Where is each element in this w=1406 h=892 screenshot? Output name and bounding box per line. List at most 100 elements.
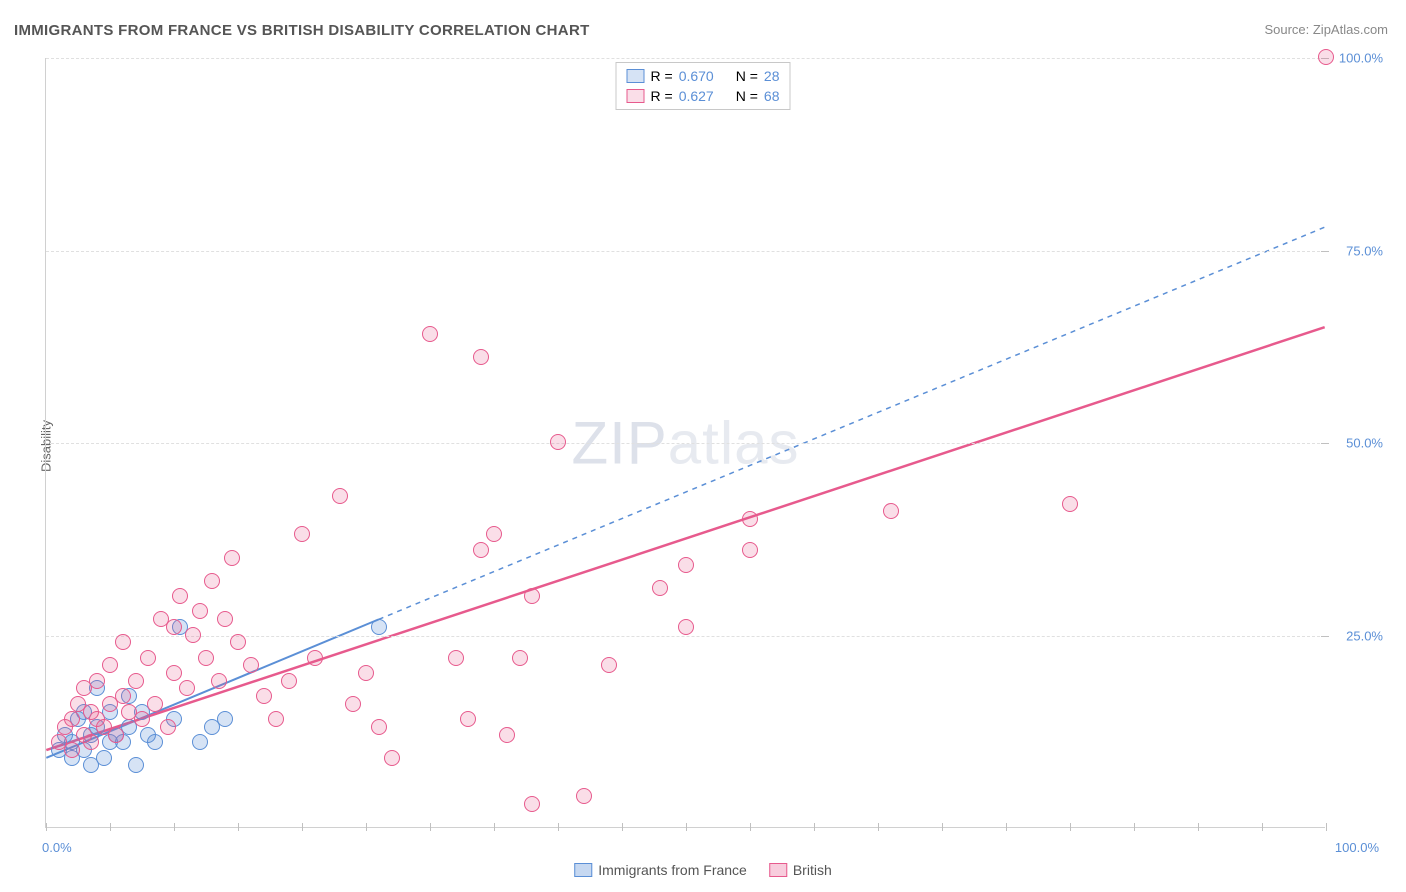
data-point [742,542,758,558]
x-tick-mark [622,823,623,831]
legend-label-france: Immigrants from France [598,862,747,878]
x-tick-mark [942,823,943,831]
r-label: R = [651,68,673,84]
data-point [147,734,163,750]
data-point [460,711,476,727]
data-point [524,588,540,604]
x-tick-mark [1262,823,1263,831]
x-tick-mark [750,823,751,831]
r-label: R = [651,88,673,104]
gridline [46,58,1325,59]
swatch-france [627,69,645,83]
data-point [742,511,758,527]
source-attribution: Source: ZipAtlas.com [1264,22,1388,37]
data-point [128,673,144,689]
x-tick-mark [174,823,175,831]
data-point [422,326,438,342]
y-tick-label: 100.0% [1339,51,1383,66]
data-point [160,719,176,735]
data-point [96,750,112,766]
data-point [166,619,182,635]
data-point [332,488,348,504]
data-point [217,611,233,627]
data-point [211,673,227,689]
legend-row-british: R = 0.627 N = 68 [627,86,780,106]
data-point [64,742,80,758]
data-point [243,657,259,673]
data-point [486,526,502,542]
gridline [46,251,1325,252]
data-point [499,727,515,743]
data-point [883,503,899,519]
data-point [473,542,489,558]
data-point [294,526,310,542]
y-tick-mark [1321,251,1329,252]
x-tick-mark [238,823,239,831]
data-point [512,650,528,666]
x-tick-mark [46,823,47,831]
data-point [678,557,694,573]
y-tick-mark [1321,443,1329,444]
data-point [217,711,233,727]
gridline [46,443,1325,444]
x-tick-mark [366,823,367,831]
x-tick-mark [558,823,559,831]
x-tick-mark [110,823,111,831]
y-tick-mark [1321,636,1329,637]
data-point [473,349,489,365]
chart-container: IMMIGRANTS FROM FRANCE VS BRITISH DISABI… [0,0,1406,892]
data-point [652,580,668,596]
x-tick-mark [1134,823,1135,831]
data-point [64,711,80,727]
plot-area: ZIPatlas 25.0%50.0%75.0%100.0%0.0%100.0% [45,58,1325,828]
data-point [358,665,374,681]
data-point [192,734,208,750]
data-point [115,634,131,650]
data-point [198,650,214,666]
n-value-france: 28 [764,68,780,84]
data-point [1062,496,1078,512]
data-point [224,550,240,566]
x-tick-mark [1006,823,1007,831]
data-point [204,573,220,589]
data-point [601,657,617,673]
data-point [281,673,297,689]
n-value-british: 68 [764,88,780,104]
x-tick-mark [430,823,431,831]
x-tick-label-right: 100.0% [1335,840,1379,855]
data-point [384,750,400,766]
data-point [140,650,156,666]
data-point [134,711,150,727]
legend-label-british: British [793,862,832,878]
data-point [179,680,195,696]
data-point [230,634,246,650]
r-value-france: 0.670 [679,68,714,84]
y-tick-label: 50.0% [1346,436,1383,451]
r-value-british: 0.627 [679,88,714,104]
legend-item-british: British [769,862,832,878]
data-point [550,434,566,450]
data-point [268,711,284,727]
swatch-france-bottom [574,863,592,877]
x-tick-mark [302,823,303,831]
data-point [83,734,99,750]
legend-item-france: Immigrants from France [574,862,747,878]
data-point [128,757,144,773]
x-tick-mark [1198,823,1199,831]
data-point [678,619,694,635]
data-point [576,788,592,804]
x-tick-mark [878,823,879,831]
n-label: N = [736,88,758,104]
data-point [108,727,124,743]
x-tick-label-left: 0.0% [42,840,72,855]
data-point [89,673,105,689]
data-point [524,796,540,812]
n-label: N = [736,68,758,84]
data-point [1318,49,1334,65]
data-point [371,719,387,735]
data-point [192,603,208,619]
x-tick-mark [1326,823,1327,831]
x-tick-mark [494,823,495,831]
x-tick-mark [1070,823,1071,831]
data-point [147,696,163,712]
